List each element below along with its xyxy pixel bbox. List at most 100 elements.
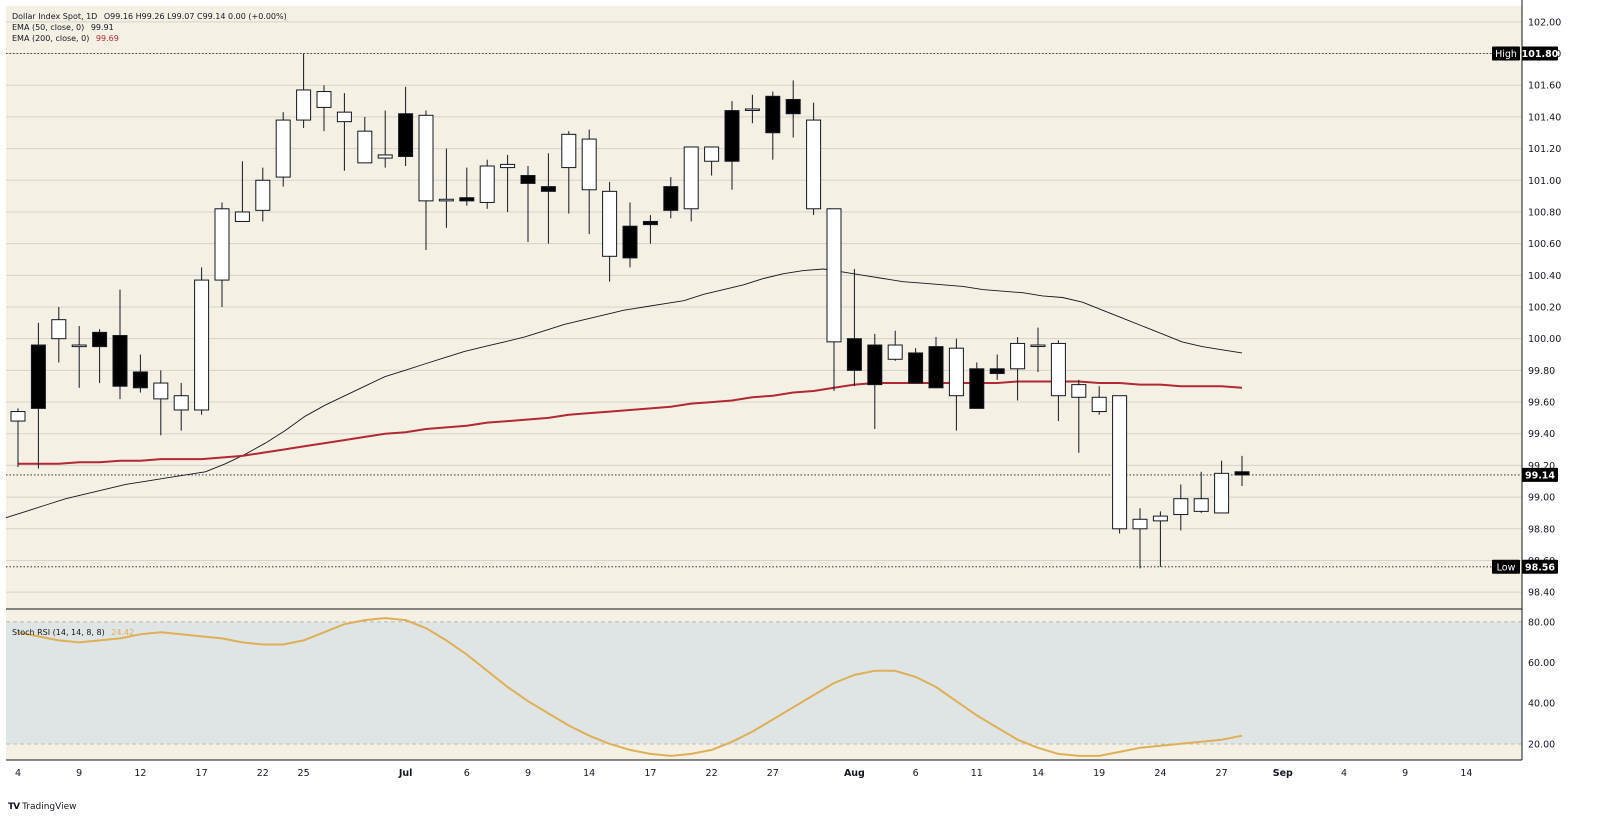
candle[interactable] bbox=[500, 154, 516, 212]
candle[interactable] bbox=[724, 101, 740, 190]
candle[interactable] bbox=[785, 80, 801, 138]
candle[interactable] bbox=[1112, 395, 1128, 534]
candle[interactable] bbox=[1071, 379, 1087, 453]
price-tick-label: 101.40 bbox=[1528, 112, 1561, 123]
candle[interactable] bbox=[132, 354, 148, 393]
tradingview-brand[interactable]: TV TradingView bbox=[8, 802, 77, 812]
candle[interactable] bbox=[194, 267, 210, 415]
candle[interactable] bbox=[826, 208, 842, 391]
candle[interactable] bbox=[1152, 511, 1168, 567]
last-tag-value: 99.14 bbox=[1525, 470, 1555, 481]
candle[interactable] bbox=[357, 116, 373, 164]
candle[interactable] bbox=[255, 167, 271, 222]
candle[interactable] bbox=[1010, 337, 1026, 401]
candle-body-down bbox=[398, 113, 414, 158]
candle-body-up bbox=[581, 138, 597, 191]
candle-body-down bbox=[642, 220, 658, 226]
candle[interactable] bbox=[520, 166, 536, 243]
candle[interactable] bbox=[51, 307, 67, 363]
price-tick-label: 100.20 bbox=[1528, 303, 1561, 314]
candle[interactable] bbox=[336, 93, 352, 171]
time-tick-label: Sep bbox=[1273, 768, 1293, 779]
last-tag-bg bbox=[1522, 467, 1558, 482]
legend-stoch-value: 24.42 bbox=[111, 628, 135, 637]
candle[interactable] bbox=[908, 348, 924, 384]
candle[interactable] bbox=[1050, 340, 1066, 422]
candle[interactable] bbox=[71, 326, 87, 388]
candle[interactable] bbox=[479, 159, 495, 209]
candle[interactable] bbox=[275, 112, 291, 187]
candle-body-down bbox=[1234, 471, 1250, 476]
candle-body-up bbox=[602, 190, 618, 257]
candle[interactable] bbox=[112, 289, 128, 399]
candle-body-down bbox=[928, 346, 944, 389]
time-tick-label: 9 bbox=[76, 768, 82, 779]
legend-stoch-rsi: Stoch RSI (14, 14, 8, 8) 24.42 bbox=[12, 628, 134, 638]
candle[interactable] bbox=[459, 167, 475, 206]
candle[interactable] bbox=[989, 354, 1005, 380]
candle[interactable] bbox=[867, 333, 883, 429]
candle[interactable] bbox=[540, 153, 556, 244]
candle[interactable] bbox=[948, 338, 964, 431]
candle[interactable] bbox=[622, 202, 638, 268]
price-tick-label: 100.40 bbox=[1528, 271, 1561, 282]
candle-body-down bbox=[92, 331, 108, 348]
candle-body-down bbox=[846, 338, 862, 371]
candle[interactable] bbox=[561, 131, 577, 214]
candle[interactable] bbox=[418, 110, 434, 250]
candle[interactable] bbox=[928, 337, 944, 389]
candle[interactable] bbox=[438, 148, 454, 228]
time-tick-label: 4 bbox=[15, 768, 21, 779]
candle[interactable] bbox=[398, 86, 414, 167]
candle[interactable] bbox=[214, 202, 230, 307]
price-tick-label: 98.80 bbox=[1528, 524, 1555, 535]
candle[interactable] bbox=[1234, 455, 1250, 487]
legend-ema200-value: 99.69 bbox=[95, 34, 119, 43]
candle[interactable] bbox=[765, 91, 781, 160]
candle[interactable] bbox=[704, 146, 720, 176]
candle[interactable] bbox=[969, 362, 985, 409]
stoch-tick-label: 40.00 bbox=[1528, 699, 1555, 710]
candle-body-up bbox=[683, 146, 699, 210]
candle[interactable] bbox=[806, 102, 822, 216]
candle[interactable] bbox=[1132, 508, 1148, 569]
candle-body-up bbox=[806, 119, 822, 210]
candle[interactable] bbox=[1030, 327, 1046, 372]
low-tag-label: Low bbox=[1497, 562, 1516, 573]
candle[interactable] bbox=[234, 161, 250, 222]
candle[interactable] bbox=[581, 129, 597, 235]
candle-body-up bbox=[1071, 384, 1087, 398]
candle[interactable] bbox=[153, 370, 169, 436]
price-tick-label: 100.80 bbox=[1528, 207, 1561, 218]
candle[interactable] bbox=[92, 329, 108, 384]
candle[interactable] bbox=[663, 177, 679, 219]
time-tick-label: 14 bbox=[1460, 768, 1472, 779]
time-tick-label: 17 bbox=[644, 768, 656, 779]
time-tick-label: 19 bbox=[1093, 768, 1105, 779]
candle[interactable] bbox=[683, 146, 699, 222]
time-tick-label: 27 bbox=[767, 768, 779, 779]
price-tick-label: 98.40 bbox=[1528, 588, 1555, 599]
candle-body-up bbox=[1091, 396, 1107, 413]
candle[interactable] bbox=[10, 408, 26, 468]
candle[interactable] bbox=[846, 268, 862, 387]
candle-body-up bbox=[255, 179, 271, 211]
candle[interactable] bbox=[30, 322, 46, 469]
candle[interactable] bbox=[377, 110, 393, 168]
candle[interactable] bbox=[887, 330, 903, 361]
candle[interactable] bbox=[1091, 386, 1107, 415]
candle[interactable] bbox=[602, 181, 618, 282]
candle-body-down bbox=[663, 186, 679, 211]
candle[interactable] bbox=[1193, 471, 1209, 513]
price-tick-label: 99.60 bbox=[1528, 398, 1555, 409]
legend-ema200-label: EMA (200, close, 0) bbox=[12, 34, 90, 43]
candle[interactable] bbox=[173, 383, 189, 431]
candle[interactable] bbox=[296, 53, 312, 128]
candle[interactable] bbox=[1214, 460, 1230, 514]
candle[interactable] bbox=[1173, 484, 1189, 531]
candle[interactable] bbox=[642, 215, 658, 244]
candle[interactable] bbox=[744, 94, 760, 124]
candle[interactable] bbox=[316, 85, 332, 132]
candle-body-up bbox=[744, 108, 760, 111]
